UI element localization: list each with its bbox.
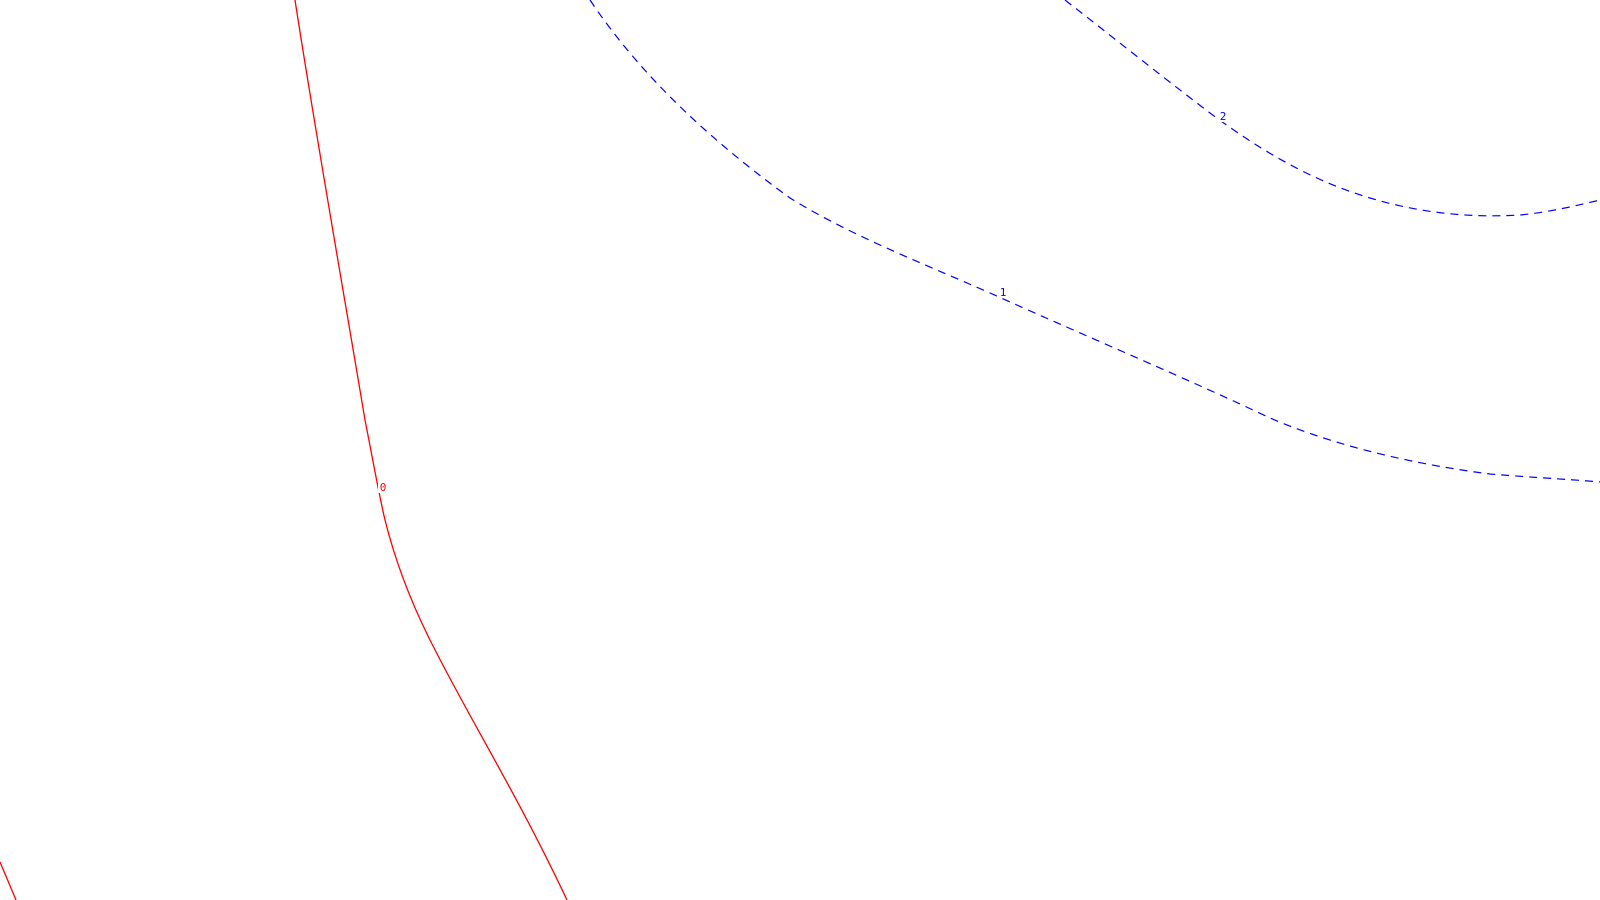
- contour-line-2: [1064, 0, 1600, 217]
- contour-label-1: 1: [1000, 286, 1007, 299]
- contour-line-0-corner: [0, 861, 17, 900]
- contour-label-0: 0: [380, 481, 387, 494]
- contour-label-1-bg: [998, 285, 1008, 298]
- contour-line-0-main: [294, 0, 568, 900]
- contour-label-2: 2: [1220, 110, 1227, 123]
- contour-label-2-bg: [1218, 109, 1228, 122]
- contour-label-0-bg: [378, 480, 388, 493]
- contour-line-1: [589, 0, 1600, 483]
